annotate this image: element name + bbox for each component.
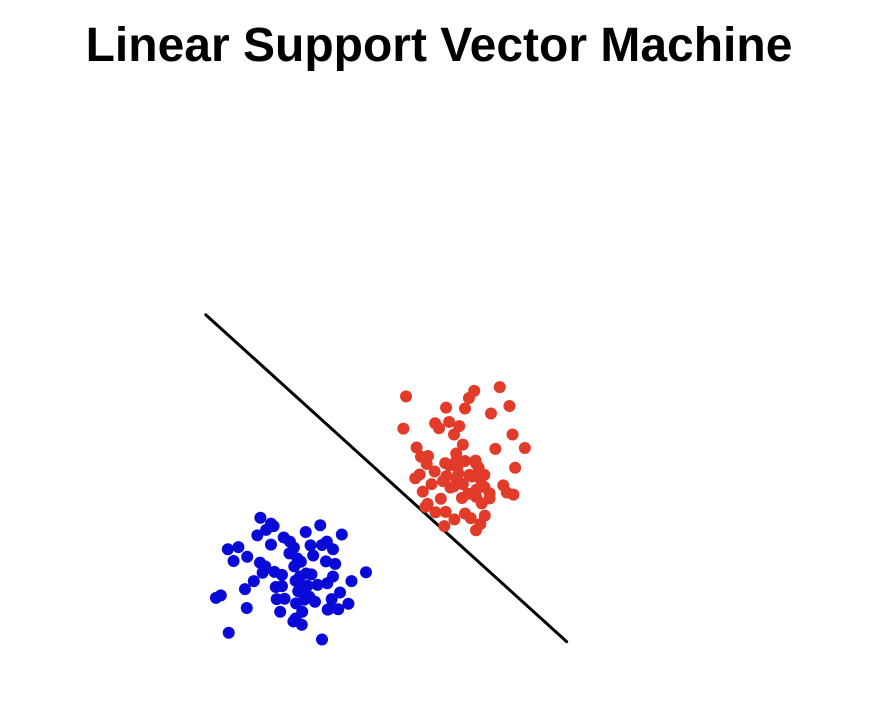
red-data-point bbox=[466, 470, 479, 483]
red-data-point bbox=[509, 461, 522, 474]
blue-data-point bbox=[299, 525, 312, 538]
blue-data-point bbox=[214, 589, 227, 602]
blue-data-point bbox=[221, 543, 234, 556]
red-data-point bbox=[440, 470, 453, 483]
blue-data-point bbox=[232, 541, 245, 554]
blue-data-point bbox=[274, 605, 287, 618]
red-data-point bbox=[459, 455, 471, 467]
red-data-point bbox=[438, 520, 451, 533]
blue-data-point bbox=[345, 575, 358, 588]
blue-data-point bbox=[298, 593, 311, 606]
red-data-point bbox=[484, 407, 497, 420]
blue-data-point bbox=[254, 511, 267, 524]
blue-data-point bbox=[308, 595, 321, 608]
blue-data-point bbox=[360, 566, 372, 579]
red-data-point bbox=[506, 428, 519, 441]
blue-data-point bbox=[289, 612, 302, 625]
blue-data-point bbox=[316, 539, 328, 551]
blue-data-point bbox=[227, 554, 240, 567]
blue-data-point bbox=[332, 603, 345, 616]
red-data-point bbox=[452, 467, 465, 480]
red-data-point bbox=[443, 459, 456, 472]
red-data-point bbox=[448, 513, 461, 526]
red-data-point bbox=[483, 487, 496, 500]
red-data-point bbox=[425, 478, 438, 491]
blue-data-point bbox=[316, 633, 328, 646]
blue-data-point bbox=[251, 529, 264, 542]
red-data-point bbox=[410, 441, 423, 454]
blue-data-point bbox=[311, 578, 324, 591]
red-data-point bbox=[464, 512, 477, 525]
red-data-point bbox=[434, 492, 447, 505]
red-data-point bbox=[428, 465, 441, 478]
red-data-point bbox=[400, 390, 413, 403]
red-data-point bbox=[455, 491, 468, 504]
blue-data-point bbox=[287, 541, 300, 554]
red-data-point bbox=[493, 381, 506, 394]
red-data-point bbox=[433, 422, 446, 435]
red-data-point bbox=[443, 415, 456, 428]
blue-data-point bbox=[334, 586, 347, 599]
blue-data-point bbox=[305, 568, 318, 581]
blue-data-point bbox=[342, 597, 355, 610]
chart-title: Linear Support Vector Machine bbox=[85, 19, 793, 72]
red-data-point bbox=[415, 450, 427, 463]
blue-data-point bbox=[292, 585, 305, 598]
decision-boundary-line bbox=[204, 313, 569, 644]
red-data-point bbox=[413, 468, 426, 481]
blue-data-point bbox=[277, 531, 290, 544]
blue-data-point bbox=[327, 570, 339, 583]
red-data-point bbox=[453, 420, 466, 433]
blue-data-point bbox=[335, 528, 348, 541]
red-data-point bbox=[439, 505, 452, 518]
blue-data-point bbox=[247, 575, 260, 588]
blue-data-point bbox=[241, 550, 254, 563]
red-data-point bbox=[470, 490, 482, 503]
red-data-point bbox=[459, 402, 471, 415]
red-data-point bbox=[470, 457, 482, 470]
blue-data-point bbox=[307, 549, 320, 562]
red-data-point bbox=[462, 392, 475, 404]
blue-data-point bbox=[240, 602, 253, 614]
blue-data-point bbox=[278, 592, 291, 605]
red-data-point bbox=[489, 442, 502, 455]
blue-data-point bbox=[319, 555, 332, 568]
red-data-point bbox=[470, 524, 482, 537]
red-data-point bbox=[421, 497, 434, 510]
decision-boundary-layer bbox=[204, 313, 569, 644]
red-data-point bbox=[429, 506, 442, 519]
blue-data-point bbox=[239, 583, 251, 596]
red-data-point bbox=[456, 438, 469, 451]
red-data-point bbox=[440, 401, 453, 414]
blue-data-point bbox=[329, 557, 342, 570]
points-layer bbox=[209, 381, 531, 646]
red-data-point bbox=[507, 488, 520, 501]
blue-data-point bbox=[267, 520, 280, 533]
blue-data-point bbox=[304, 539, 317, 552]
red-data-point bbox=[497, 479, 510, 492]
blue-data-point bbox=[269, 581, 282, 593]
blue-data-point bbox=[294, 555, 307, 568]
red-data-point bbox=[456, 478, 469, 491]
blue-data-point bbox=[327, 543, 339, 556]
blue-data-point bbox=[321, 603, 334, 616]
blue-data-point bbox=[259, 560, 272, 573]
blue-data-point bbox=[314, 519, 327, 532]
blue-data-point bbox=[275, 568, 288, 581]
blue-data-point bbox=[325, 593, 338, 606]
red-data-point bbox=[503, 399, 516, 412]
blue-data-point bbox=[294, 570, 306, 583]
red-data-point bbox=[397, 422, 410, 435]
red-data-point bbox=[518, 441, 531, 454]
blue-data-point bbox=[264, 538, 277, 551]
blue-data-point bbox=[222, 626, 235, 639]
red-data-point bbox=[416, 485, 429, 498]
